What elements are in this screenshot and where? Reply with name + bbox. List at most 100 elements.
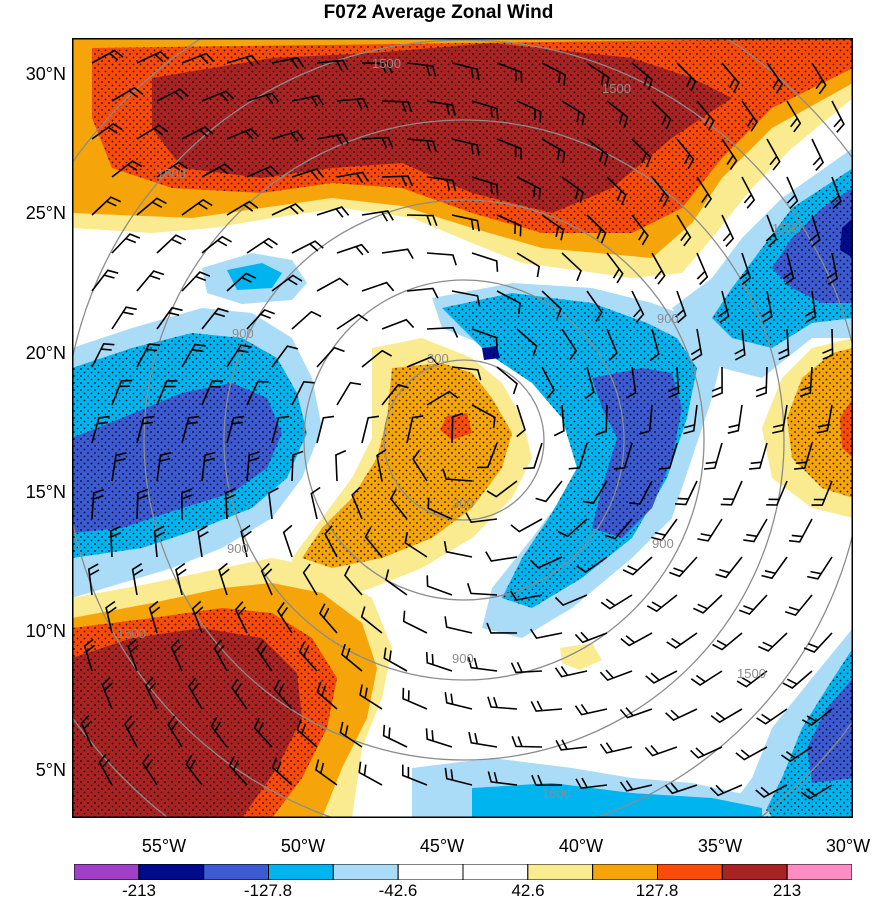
wind-barb-icon bbox=[406, 214, 438, 226]
wind-barb-icon bbox=[788, 518, 813, 543]
wind-barb-icon bbox=[402, 687, 428, 710]
wind-barb-icon bbox=[268, 487, 279, 520]
colorbar-label: -127.8 bbox=[243, 881, 293, 900]
wind-barb-icon bbox=[282, 524, 293, 558]
wind-barb-icon bbox=[273, 679, 293, 710]
wind-barb-icon bbox=[136, 488, 149, 520]
wind-barb-icon bbox=[291, 168, 325, 180]
wind-barb-icon bbox=[201, 163, 234, 178]
wind-barb-icon bbox=[466, 582, 498, 596]
wind-barb-icon bbox=[736, 670, 768, 688]
wind-barb-icon bbox=[234, 601, 248, 634]
wind-barb-icon bbox=[191, 600, 204, 634]
wind-barb-icon bbox=[426, 390, 459, 406]
wind-barb-icon bbox=[91, 488, 105, 520]
wind-barb-icon bbox=[111, 379, 133, 406]
wind-barb-icon bbox=[606, 100, 629, 128]
colorbar-cell bbox=[786, 864, 852, 880]
contour-label: 1500 bbox=[117, 626, 146, 641]
wind-barb-icon bbox=[226, 54, 260, 67]
wind-barb-icon bbox=[381, 175, 414, 187]
wind-barb-icon bbox=[256, 640, 273, 672]
wind-barb-icon bbox=[185, 754, 203, 786]
wind-barb-icon bbox=[271, 757, 293, 786]
wind-barb-icon bbox=[619, 780, 653, 792]
wind-barb-icon bbox=[755, 366, 768, 398]
wind-barb-icon bbox=[734, 328, 746, 361]
wind-barb-icon bbox=[451, 138, 480, 156]
wind-barb-icon bbox=[727, 404, 743, 434]
wind-barb-icon bbox=[316, 206, 350, 218]
colorbar bbox=[74, 864, 852, 880]
wind-barb-icon bbox=[316, 59, 349, 71]
wind-barb-icon bbox=[523, 442, 543, 470]
wind-barb-icon bbox=[529, 628, 563, 639]
wind-barb-icon bbox=[175, 562, 187, 596]
wind-barb-icon bbox=[271, 274, 303, 292]
wind-barb-icon bbox=[620, 632, 653, 647]
wind-barb-icon bbox=[766, 62, 784, 94]
lon-label-45w: 45°W bbox=[419, 836, 465, 856]
wind-barb-icon bbox=[226, 344, 252, 368]
wind-barb-icon bbox=[606, 176, 627, 206]
wind-barb-icon bbox=[629, 480, 653, 505]
wind-barb-icon bbox=[717, 290, 730, 324]
wind-barb-icon bbox=[761, 556, 788, 580]
wind-barb-icon bbox=[496, 290, 521, 314]
wind-barb-icon bbox=[561, 176, 584, 203]
wind-barb-icon bbox=[136, 197, 167, 216]
wind-barb-icon bbox=[576, 556, 608, 573]
wind-barb-icon bbox=[765, 214, 778, 248]
wind-barb-icon bbox=[181, 52, 215, 65]
colorbar-cell bbox=[721, 864, 788, 880]
wind-barb-icon bbox=[741, 176, 756, 209]
wind-barb-icon bbox=[669, 556, 698, 578]
wind-barb-icon bbox=[487, 696, 518, 710]
wind-barb-icon bbox=[604, 518, 633, 540]
wind-barb-icon bbox=[359, 684, 383, 710]
wind-barb-icon bbox=[156, 451, 172, 482]
wind-barb-icon bbox=[276, 601, 293, 634]
wind-barb-icon bbox=[314, 759, 338, 786]
wind-barb-icon bbox=[471, 100, 499, 120]
wind-barb-icon bbox=[298, 641, 318, 672]
wind-barb-icon bbox=[664, 782, 698, 795]
wind-barb-icon bbox=[561, 252, 582, 282]
wind-barb-icon bbox=[496, 62, 523, 83]
wind-barb-icon bbox=[389, 488, 408, 520]
wind-barb-icon bbox=[444, 767, 473, 786]
contour-labels: 1500 1500 1500 900 900 900 300 300 900 9… bbox=[117, 56, 801, 801]
wind-barb-icon bbox=[696, 176, 713, 209]
wind-barb-icon bbox=[111, 160, 143, 178]
wind-barb-icon bbox=[246, 308, 275, 330]
wind-barb-icon bbox=[766, 138, 781, 171]
wind-barb-icon bbox=[467, 657, 498, 672]
contour-label: 300 bbox=[452, 496, 474, 511]
wind-barb-icon bbox=[541, 62, 566, 86]
wind-barb-icon bbox=[487, 771, 518, 786]
wind-barb-icon bbox=[697, 518, 723, 542]
wind-barb-icon bbox=[782, 670, 813, 689]
wind-barb-icon bbox=[586, 214, 607, 244]
wind-barb-icon bbox=[780, 746, 813, 763]
wind-barb-icon bbox=[316, 415, 335, 444]
wind-barb-icon bbox=[291, 240, 324, 254]
contour-label: 900 bbox=[652, 536, 674, 551]
colorbar-cell bbox=[332, 864, 399, 880]
wind-barb-icon bbox=[240, 524, 252, 558]
wind-barb-icon bbox=[404, 532, 428, 558]
wind-barb-icon bbox=[743, 518, 768, 543]
wind-barb-icon bbox=[144, 677, 158, 710]
wind-barb-icon bbox=[181, 126, 214, 140]
wind-barb-icon bbox=[586, 290, 603, 322]
wind-barb-icon bbox=[91, 342, 115, 368]
contour-label: 900 bbox=[232, 326, 254, 341]
colorbar-cell bbox=[138, 864, 205, 880]
wind-barb-icon bbox=[666, 632, 698, 649]
wind-barb-icon bbox=[619, 707, 653, 719]
wind-barb-icon bbox=[599, 669, 633, 682]
wind-barb-icon bbox=[586, 62, 610, 89]
wind-barb-icon bbox=[649, 328, 660, 362]
wind-barb-icon bbox=[622, 556, 653, 576]
wind-barb-icon bbox=[511, 736, 543, 748]
